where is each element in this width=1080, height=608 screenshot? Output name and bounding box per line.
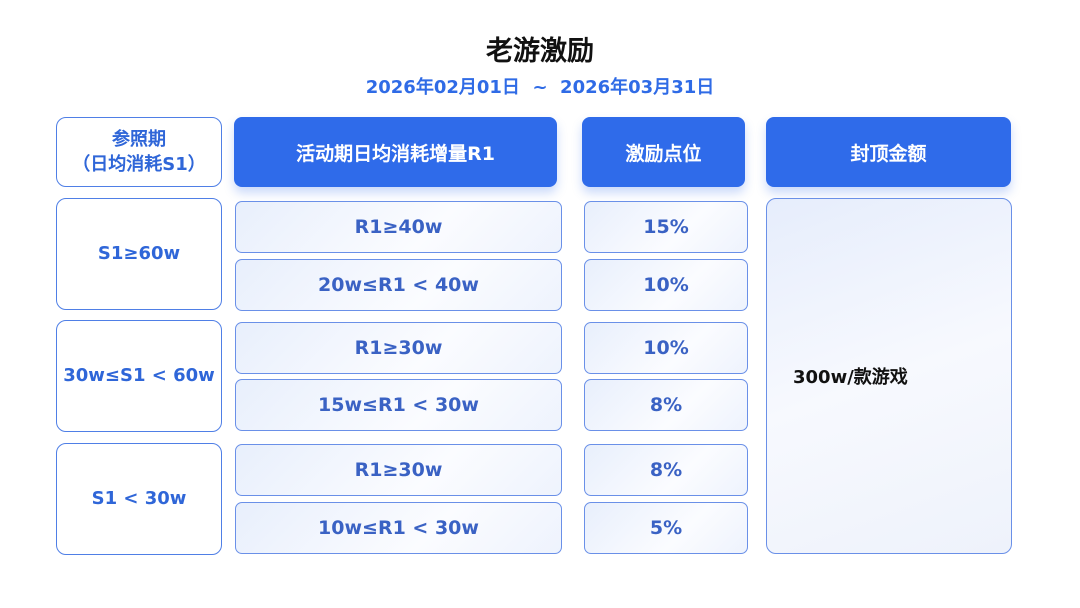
header-ref-line1: 参照期 [112, 128, 166, 150]
r1-cell: 15w≤R1 < 30w [235, 379, 562, 431]
rate-cell: 8% [584, 444, 748, 496]
cap-cell: 300w/款游戏 [766, 198, 1012, 554]
r1-cell: 10w≤R1 < 30w [235, 502, 562, 554]
header-ref-line2: （日均消耗S1） [72, 154, 206, 175]
rate-cell: 15% [584, 201, 748, 253]
r1-cell: 20w≤R1 < 40w [235, 259, 562, 311]
cap-value: 300w/款游戏 [793, 367, 908, 388]
s1-cell: S1 < 30w [56, 443, 222, 555]
s1-cell: 30w≤S1 < 60w [56, 320, 222, 432]
header-r1: 活动期日均消耗增量R1 [234, 117, 557, 187]
r1-cell: R1≥30w [235, 444, 562, 496]
rate-cell: 10% [584, 322, 748, 374]
rate-cell: 10% [584, 259, 748, 311]
header-rate: 激励点位 [582, 117, 745, 187]
rate-cell: 8% [584, 379, 748, 431]
header-reference-period: 参照期 （日均消耗S1） [56, 117, 222, 187]
date-range: 2026年02月01日 ~ 2026年03月31日 [365, 77, 715, 98]
r1-cell: R1≥30w [235, 322, 562, 374]
r1-cell: R1≥40w [235, 201, 562, 253]
page-title: 老游激励 [486, 35, 594, 67]
rate-cell: 5% [584, 502, 748, 554]
header-cap: 封顶金额 [766, 117, 1011, 187]
s1-cell: S1≥60w [56, 198, 222, 310]
